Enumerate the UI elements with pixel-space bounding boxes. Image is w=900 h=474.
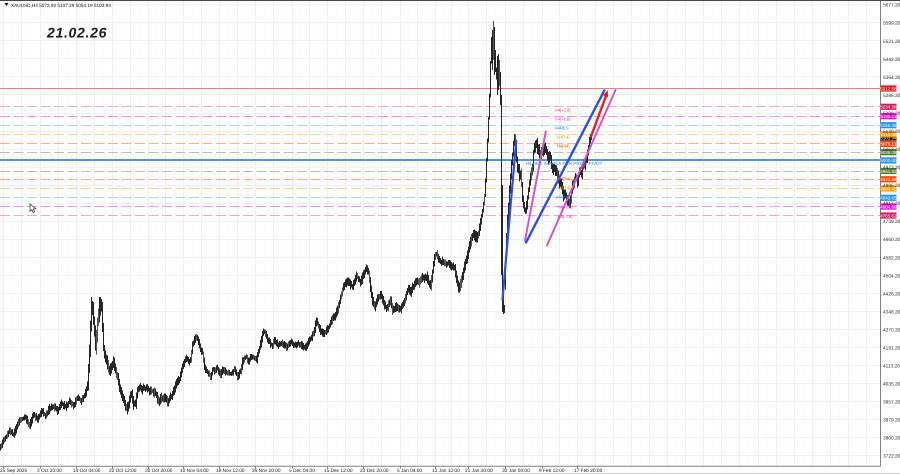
svg-text:H4SUP: H4SUP xyxy=(556,195,570,200)
svg-text:5364.20: 5364.20 xyxy=(883,75,900,81)
svg-text:9 Feb 12:00: 9 Feb 12:00 xyxy=(539,468,565,474)
svg-text:4035.20: 4035.20 xyxy=(883,382,900,388)
svg-text:5 Dec 04:00: 5 Dec 04:00 xyxy=(289,468,315,474)
svg-text:5000.00: 5000.00 xyxy=(880,158,897,163)
svg-text:4582.20: 4582.20 xyxy=(883,255,900,261)
svg-text:26 Nov 20:00: 26 Nov 20:00 xyxy=(252,468,281,474)
svg-text:14 Oct 04:00: 14 Oct 04:00 xyxy=(73,468,101,474)
svg-text:22 Oct 12:00: 22 Oct 12:00 xyxy=(109,468,137,474)
svg-text:13 Jan 12:00: 13 Jan 12:00 xyxy=(432,468,460,474)
svg-text:30 Jan 04:00: 30 Jan 04:00 xyxy=(502,468,530,474)
svg-text:H4RES: H4RES xyxy=(555,125,569,130)
svg-text:4843.65: 4843.65 xyxy=(880,196,897,201)
svg-text:18 Nov 12:00: 18 Nov 12:00 xyxy=(216,468,245,474)
svg-text:5286.20: 5286.20 xyxy=(883,93,900,99)
svg-text:23 Dec 20:00: 23 Dec 20:00 xyxy=(360,468,389,474)
svg-text:4660.20: 4660.20 xyxy=(883,237,900,243)
svg-text:4895.20: 4895.20 xyxy=(883,183,900,189)
svg-text:5038.08: 5038.08 xyxy=(880,150,897,155)
svg-text:H4[-2.8]: H4[-2.8] xyxy=(558,214,573,219)
svg-text:25 Sep 2025: 25 Sep 2025 xyxy=(0,468,28,474)
svg-text:17 Feb 20:00: 17 Feb 20:00 xyxy=(574,468,603,474)
svg-text:10 Nov 04:00: 10 Nov 04:00 xyxy=(180,468,209,474)
svg-text:5599.20: 5599.20 xyxy=(883,21,900,27)
svg-text:4739.20: 4739.20 xyxy=(883,219,900,225)
svg-text:15 Dec 12:00: 15 Dec 12:00 xyxy=(324,468,353,474)
svg-text:3800.20: 3800.20 xyxy=(883,436,900,442)
svg-text:XAUUSD,H4 5072.92 5107.29 5054: XAUUSD,H4 5072.92 5107.29 5054.19 5103.9… xyxy=(11,3,111,8)
svg-text:5677.20: 5677.20 xyxy=(883,3,900,9)
svg-text:4973.20: 4973.20 xyxy=(883,165,900,171)
svg-text:H4[T4]: H4[T4] xyxy=(558,185,571,190)
svg-text:5208.20: 5208.20 xyxy=(883,111,900,117)
svg-text:5442.20: 5442.20 xyxy=(883,57,900,63)
svg-text:4884.42: 4884.42 xyxy=(880,186,897,191)
svg-text:4765.62: 4765.62 xyxy=(880,213,897,218)
svg-text:4348.20: 4348.20 xyxy=(883,309,900,315)
svg-text:4817.20: 4817.20 xyxy=(883,201,900,207)
svg-text:5195.11: 5195.11 xyxy=(880,114,896,119)
svg-text:4804.89: 4804.89 xyxy=(880,204,897,209)
svg-text:H4[+2.8]: H4[+2.8] xyxy=(555,108,571,113)
svg-text:5156.35: 5156.35 xyxy=(880,123,897,128)
svg-text:5 Jan 04:00: 5 Jan 04:00 xyxy=(397,468,422,474)
svg-text:5312.56: 5312.56 xyxy=(880,86,897,91)
svg-text:3722.20: 3722.20 xyxy=(883,454,900,460)
svg-text:4113.20: 4113.20 xyxy=(883,364,900,370)
svg-text:H4[S4]: H4[S4] xyxy=(557,144,570,149)
svg-text:3879.20: 3879.20 xyxy=(883,418,900,424)
svg-text:3 Oct 20:00: 3 Oct 20:00 xyxy=(37,468,62,474)
svg-text:4270.20: 4270.20 xyxy=(883,327,900,333)
svg-text:5130.20: 5130.20 xyxy=(883,129,900,135)
svg-text:4191.20: 4191.20 xyxy=(883,346,900,352)
svg-text:H4[-1.8]: H4[-1.8] xyxy=(558,204,573,209)
svg-text:5234.38: 5234.38 xyxy=(880,105,897,110)
svg-text:5521.20: 5521.20 xyxy=(883,39,900,45)
svg-text:5076.11: 5076.11 xyxy=(880,142,896,147)
svg-text:30 Oct 20:00: 30 Oct 20:00 xyxy=(145,468,173,474)
svg-text:H4 RES IS AREA FOR PRICE PIVOT: H4 RES IS AREA FOR PRICE PIVOT xyxy=(526,161,603,166)
svg-text:4923.89: 4923.89 xyxy=(880,177,897,182)
svg-text:5115.58: 5115.58 xyxy=(880,132,896,137)
svg-text:H4[+1.8]: H4[+1.8] xyxy=(555,116,571,121)
svg-text:H4[T4]: H4[T4] xyxy=(557,135,570,140)
svg-text:4961.92: 4961.92 xyxy=(880,169,897,174)
svg-text:21 Jan 20:00: 21 Jan 20:00 xyxy=(465,468,493,474)
svg-text:5103.94: 5103.94 xyxy=(880,135,897,140)
svg-text:4504.20: 4504.20 xyxy=(883,273,900,279)
svg-text:5052.20: 5052.20 xyxy=(883,147,900,153)
svg-text:4426.20: 4426.20 xyxy=(883,291,900,297)
svg-text:21.02.26: 21.02.26 xyxy=(46,25,107,41)
svg-text:3957.20: 3957.20 xyxy=(883,400,900,406)
svg-text:H4[S4]: H4[S4] xyxy=(558,176,571,181)
